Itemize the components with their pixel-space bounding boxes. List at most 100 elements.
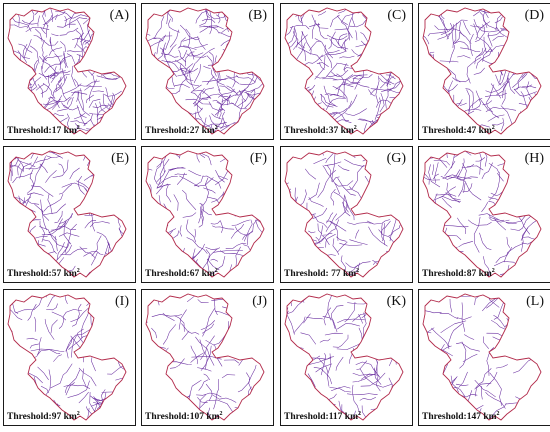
stream-segment (195, 336, 215, 366)
stream-segment (539, 324, 541, 327)
stream-segment (501, 89, 506, 105)
stream-segment (512, 71, 529, 88)
stream-segment (433, 160, 450, 166)
stream-segment (380, 318, 383, 330)
stream-segment (514, 151, 524, 179)
stream-segment (399, 64, 403, 87)
stream-segment (512, 326, 539, 335)
stream-segment (423, 63, 429, 71)
stream-segment (527, 177, 539, 194)
stream-segment (107, 41, 113, 60)
stream-segment (232, 301, 254, 314)
stream-segment (221, 54, 233, 72)
stream-segment (27, 235, 48, 239)
stream-segment (255, 219, 264, 235)
stream-segment (17, 80, 30, 92)
stream-segment (423, 34, 430, 45)
stream-segment (285, 221, 294, 243)
watershed-boundary (145, 150, 265, 278)
stream-segment (293, 316, 306, 334)
threshold-label: Threshold:67 km2 (145, 268, 218, 279)
stream-segment (321, 235, 330, 245)
stream-segment (247, 59, 258, 71)
stream-segment (87, 21, 91, 39)
stream-segment (27, 118, 38, 124)
stream-segment (8, 88, 13, 91)
stream-segment (43, 98, 51, 109)
stream-segment (43, 194, 64, 212)
stream-segment (50, 213, 73, 231)
stream-segment (166, 184, 172, 203)
stream-segment (40, 118, 47, 124)
stream-segment (40, 37, 59, 46)
stream-segment (243, 123, 253, 134)
unit-superscript: 2 (353, 124, 357, 131)
stream-segment (28, 156, 38, 170)
stream-segment (317, 223, 323, 235)
stream-segment (97, 105, 109, 125)
stream-segment (244, 48, 250, 67)
stream-segment (49, 47, 63, 56)
stream-segment (193, 93, 201, 107)
stream-segment (387, 28, 395, 45)
stream-segment (483, 256, 490, 277)
threshold-text: Threshold:107 km (145, 412, 220, 422)
stream-segment (327, 165, 340, 195)
stream-segment (231, 219, 250, 226)
unit-superscript: 2 (496, 410, 500, 417)
stream-segment (285, 57, 291, 82)
stream-segment (30, 348, 65, 352)
stream-segment (219, 156, 235, 163)
stream-segment (481, 162, 493, 180)
stream-segment (63, 50, 67, 68)
stream-segment (146, 365, 152, 404)
stream-segment (162, 237, 170, 259)
stream-segment (192, 89, 212, 99)
stream-segment (174, 59, 192, 74)
stream-segment (312, 207, 328, 219)
stream-segment (323, 112, 337, 123)
stream-segment (247, 272, 259, 275)
stream-segment (8, 294, 24, 300)
stream-segment (199, 8, 208, 26)
stream-segment (248, 364, 257, 393)
stream-segment (79, 246, 96, 259)
stream-segment (289, 370, 299, 382)
stream-segment (69, 167, 80, 180)
stream-segment (369, 178, 387, 186)
stream-segment (344, 194, 355, 221)
stream-segment (386, 175, 403, 185)
stream-segment (332, 35, 348, 40)
stream-segment (10, 354, 23, 384)
threshold-text: Threshold:67 km (145, 269, 215, 279)
stream-segment (239, 89, 246, 102)
stream-segment (483, 36, 487, 54)
stream-segment (202, 175, 222, 189)
stream-segment (220, 121, 225, 129)
stream-segment (231, 102, 248, 110)
stream-segment (257, 46, 264, 61)
stream-segment (504, 8, 511, 18)
stream-segment (507, 51, 533, 57)
stream-segment (366, 219, 390, 225)
stream-segment (308, 197, 324, 207)
stream-segment (147, 151, 167, 153)
stream-segment (102, 74, 118, 80)
stream-segment (423, 345, 426, 368)
stream-segment (219, 85, 239, 96)
stream-segment (301, 14, 304, 26)
stream-segment (485, 92, 507, 97)
stream-segment (60, 248, 88, 256)
stream-segment (11, 17, 32, 32)
stream-segment (330, 69, 349, 77)
stream-segment (542, 206, 550, 228)
stream-segment (205, 246, 218, 250)
threshold-text: Threshold:17 km (7, 126, 77, 136)
unit-superscript: 2 (76, 410, 80, 417)
stream-segment (83, 151, 87, 161)
watershed-boundary (284, 7, 404, 135)
stream-segment (389, 67, 403, 71)
stream-segment (294, 221, 305, 247)
stream-segment (94, 306, 100, 333)
threshold-text: Threshold: 77 km (284, 269, 357, 279)
